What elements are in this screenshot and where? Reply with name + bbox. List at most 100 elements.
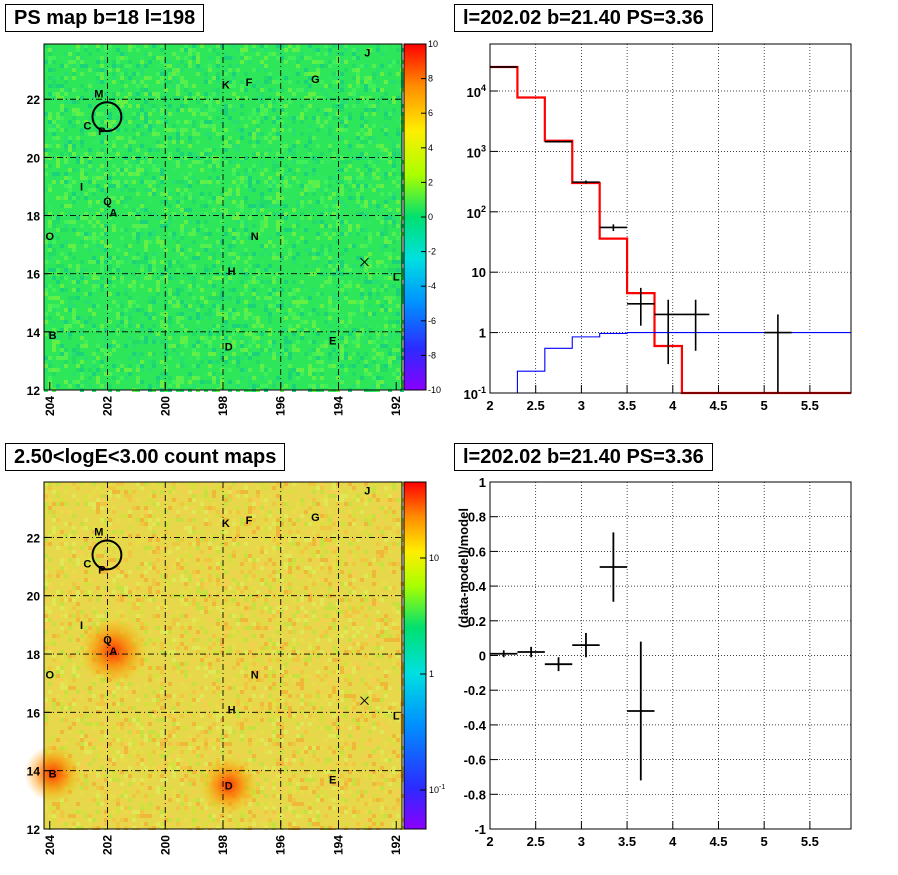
x-tick-label: 202 [101,835,115,855]
x-tick-label: 194 [331,835,345,855]
map-noise [44,482,404,830]
colorbar-label: 1 [429,669,434,679]
colorbar-label: -2 [428,247,436,257]
source-label-B: B [49,330,57,342]
y-tick-label-pow: 103 [467,143,486,160]
count-map-panel: 204 202 200 198 196 194 192 14 16 18 20 22 12 M K F G J C P… [24,481,445,855]
source-label-O: O [45,669,54,681]
colorbar-label: 0 [428,212,433,222]
y-tick-label: 10 [472,265,486,280]
colorbar-label: 10 [428,39,438,49]
data-points [490,532,655,781]
source-label-A: A [109,208,117,220]
map-grid [44,44,402,390]
y-axis-label: (data-model)/model [456,508,471,628]
x-tick-label: 3.5 [618,398,636,413]
plot-frame [489,43,852,394]
colorbar-label: 2 [428,177,433,187]
x-tick-label: 204 [43,835,57,855]
ps-map-title: PS map b=18 l=198 [5,4,205,32]
source-label-C: C [83,120,91,132]
x-tick-label: 4 [669,398,677,413]
colorbar [403,481,427,830]
source-label-K: K [222,80,230,92]
plot-background [490,44,851,393]
x-tick-label: 4.5 [709,398,727,413]
x-tick-label: 2 [486,834,493,849]
colorbar-label: -10 [428,385,441,395]
x-tick-label: 202 [101,396,115,416]
cross-marker [360,696,369,706]
x-tick-label: 198 [216,835,230,855]
x-tick-label: 5 [761,398,768,413]
colorbar-label: 4 [428,143,433,153]
y-tick-label: 16 [27,268,41,282]
x-tick-label: 4.5 [709,834,727,849]
y-tick-label: 0.4 [468,579,487,594]
x-tick-label: 192 [389,835,403,855]
x-tick-label: 3.5 [618,834,636,849]
source-label-A: A [109,646,117,658]
y-tick-label: 20 [27,590,41,604]
colorbar-label: -8 [428,350,436,360]
y-tick-label-pow: 10-1 [464,385,486,402]
source-label-L: L [393,710,400,722]
residuals-title: l=202.02 b=21.40 PS=3.36 [454,443,713,471]
colorbar-label-pow: 10-1 [429,784,445,795]
y-tick-label: 18 [27,210,41,224]
colorbar-label: 10 [429,553,439,563]
source-label-I: I [80,181,83,193]
source-label-E: E [329,336,336,348]
y-tick-label: 22 [27,93,41,107]
source-label-J: J [364,486,370,498]
x-tick-label: 196 [274,396,288,416]
map-noise [44,44,404,392]
source-label-M: M [94,527,103,539]
y-tick-label: -1 [474,822,486,837]
source-label-N: N [251,231,259,243]
target-circle [91,539,123,571]
x-tick-label: 200 [158,396,172,416]
colorbar-label: -6 [428,316,436,326]
y-tick-label: 18 [27,648,41,662]
x-tick-label: 3 [578,398,585,413]
x-tick-label: 5.5 [801,398,819,413]
source-label-B: B [49,769,57,781]
spectrum-panel: 2 2.5 3 3.5 4 4.5 5 5.5 1 10 104 103 102 10-1 [464,43,852,413]
x-tick-label: 5 [761,834,768,849]
y-tick-label: 0 [479,649,486,664]
x-tick-label: 204 [43,396,57,416]
target-circle [91,101,123,133]
y-axis-min-label: 12 [27,823,41,837]
source-label-H: H [228,704,236,716]
source-label-F: F [246,77,253,89]
source-label-L: L [393,272,400,284]
x-tick-label: 2.5 [527,834,545,849]
source-label-N: N [251,669,259,681]
residuals-panel: 2 2.5 3 3.5 4 4.5 5 5.5 1 0.8 0.6 0.4 0.2 0 -0.2 -0.4 -0… [456,475,852,849]
colorbar-label: -4 [428,281,436,291]
colorbar-label: 8 [428,74,433,84]
x-tick-label: 200 [158,835,172,855]
y-tick-label: 0.6 [468,544,486,559]
x-tick-label: 2 [486,398,493,413]
x-tick-label: 2.5 [527,398,545,413]
source-label-J: J [364,48,370,60]
y-tick-label: 14 [27,765,41,779]
plot-grid [490,44,851,394]
source-label-O: O [45,231,54,243]
x-tick-label: 194 [331,396,345,416]
plot-grid [490,482,851,829]
y-tick-label: -0.2 [464,683,486,698]
source-label-F: F [246,515,253,527]
source-label-Q: Q [103,196,112,208]
y-tick-label: 1 [479,475,486,490]
source-label-M: M [94,88,103,100]
x-tick-label: 196 [274,835,288,855]
source-label-D: D [225,341,233,353]
y-tick-label-pow: 102 [467,204,486,221]
data-points [490,66,792,393]
y-tick-label: 1 [479,326,486,341]
y-tick-label: 0.2 [468,614,486,629]
